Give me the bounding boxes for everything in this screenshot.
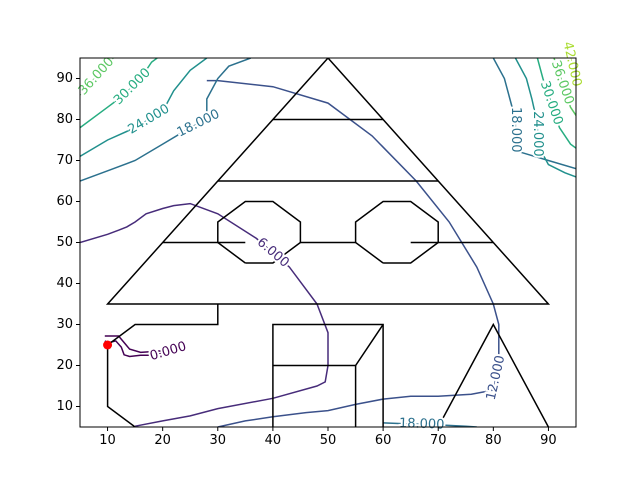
overlay-line-7 <box>354 200 439 264</box>
highlight-point-layer <box>103 340 113 350</box>
y-tick-label-2: 30 <box>56 317 73 332</box>
plot-area <box>80 58 576 427</box>
x-tick-label-6: 70 <box>430 433 447 448</box>
overlay-shape <box>105 58 551 427</box>
x-tick-label-3: 40 <box>265 433 282 448</box>
overlay-line-9 <box>272 323 384 427</box>
contour-line-4-1 <box>514 58 576 178</box>
y-axis: 10 20 30 40 50 60 70 80 90 <box>56 71 80 414</box>
y-tick-label-1: 20 <box>56 358 73 373</box>
contour-line-4-0 <box>80 58 208 158</box>
contour-label-3-1: 18.000 <box>399 416 445 433</box>
overlay-line-8 <box>106 304 219 427</box>
contour-line-0-0 <box>104 335 174 358</box>
x-tick-label-2: 30 <box>210 433 227 448</box>
x-tick-label-8: 90 <box>540 433 557 448</box>
contour-line-6-1 <box>553 58 576 116</box>
contour-label-4-1: 24.000 <box>530 111 545 157</box>
contour-line-7-0 <box>569 58 576 79</box>
y-tick-label-3: 40 <box>56 276 73 291</box>
contour-line-5-0 <box>80 58 158 129</box>
x-tick-label-5: 60 <box>375 433 392 448</box>
highlight-point <box>103 340 113 350</box>
contour-line-3-1 <box>383 422 477 427</box>
y-tick-label-7: 80 <box>56 112 73 127</box>
contour-line-3-2 <box>492 58 576 170</box>
y-tick-label-4: 50 <box>56 235 73 250</box>
x-tick-label-7: 80 <box>485 433 502 448</box>
overlay-line-6 <box>217 200 302 264</box>
x-tick-label-4: 50 <box>320 433 337 448</box>
contour-lines <box>80 58 576 427</box>
x-axis: 10 20 30 40 50 60 70 80 90 <box>99 427 557 448</box>
contour-label-3-2: 18.000 <box>508 107 523 153</box>
overlay-line-12 <box>437 322 550 427</box>
y-tick-label-5: 60 <box>56 194 73 209</box>
contour-line-6-0 <box>80 58 114 96</box>
contour-line-1-0 <box>80 202 329 427</box>
x-tick-label-1: 20 <box>154 433 171 448</box>
y-tick-label-8: 90 <box>56 71 73 86</box>
contour-line-3-0 <box>80 58 252 182</box>
y-tick-label-0: 10 <box>56 399 73 414</box>
y-tick-label-6: 70 <box>56 153 73 168</box>
contour-line-5-1 <box>536 58 576 149</box>
x-tick-label-0: 10 <box>99 433 116 448</box>
